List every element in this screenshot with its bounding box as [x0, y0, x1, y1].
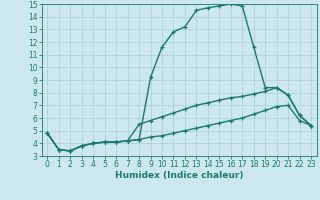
X-axis label: Humidex (Indice chaleur): Humidex (Indice chaleur) [115, 171, 244, 180]
